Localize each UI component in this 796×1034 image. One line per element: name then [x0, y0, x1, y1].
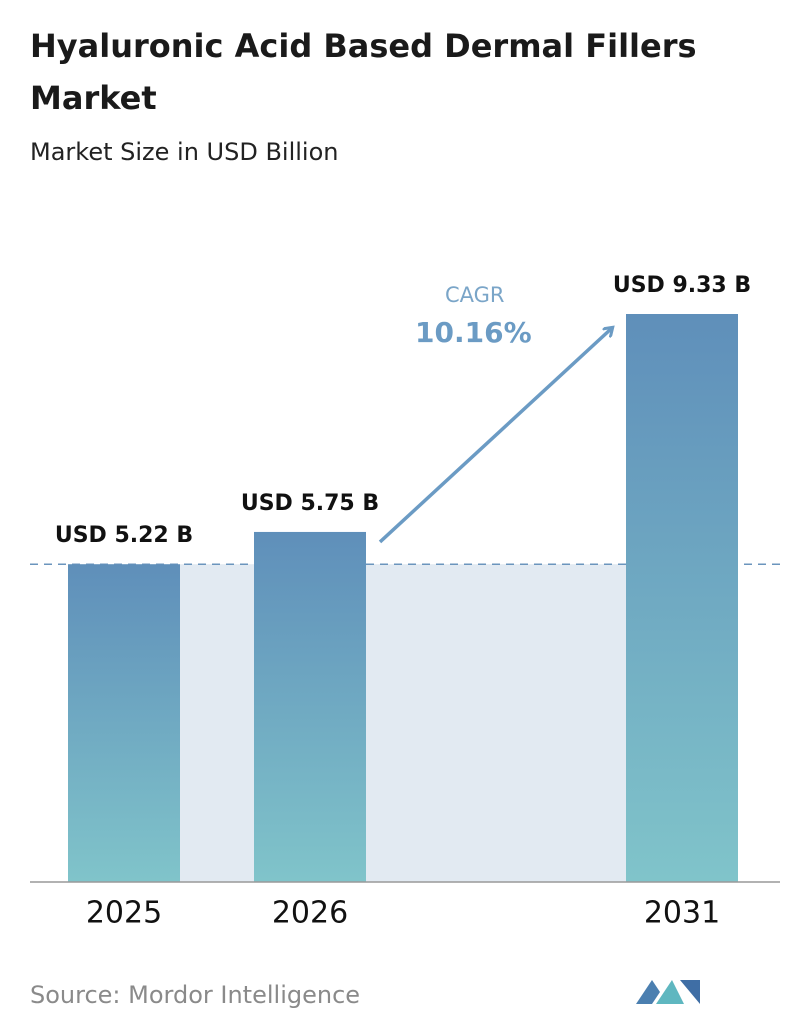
shade: [180, 564, 626, 882]
cagr-value: 10.16%: [415, 316, 532, 349]
bar: [626, 314, 738, 882]
x-tick-label: 2031: [644, 896, 720, 931]
source: Source: Mordor Intelligence: [30, 981, 360, 1009]
value-label: USD 5.75 B: [241, 491, 379, 516]
value-label: USD 5.22 B: [55, 523, 193, 548]
x-tick-label: 2025: [86, 896, 162, 931]
bar: [68, 564, 180, 882]
chart-subtitle: Market Size in USD Billion: [30, 138, 338, 166]
chart-title: Hyaluronic Acid Based Dermal Fillers Mark…: [30, 27, 697, 117]
logo: [636, 980, 700, 1004]
x-tick-label: 2026: [272, 896, 348, 931]
bar: [254, 531, 366, 882]
cagr-arrow: [378, 328, 612, 544]
cagr-label: CAGR: [445, 283, 505, 307]
value-label: USD 9.33 B: [613, 273, 751, 298]
